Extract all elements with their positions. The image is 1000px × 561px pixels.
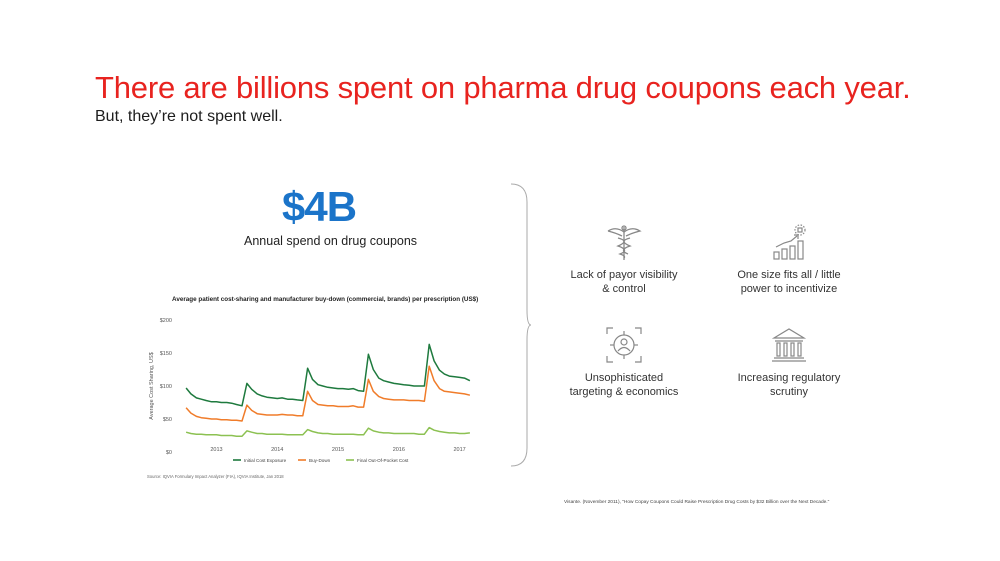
x-tick-label: 2015	[332, 447, 344, 453]
feature-label: Unsophisticated targeting & economics	[569, 372, 679, 398]
legend-label: Final Out-Of-Pocket Cost	[357, 458, 409, 463]
legend-label: Buy-Down	[309, 458, 331, 463]
y-axis-label: Average Cost Sharing, US$	[149, 352, 155, 419]
courthouse-icon	[771, 328, 807, 362]
footnote: Visante. (November 2011), "How Copay Cou…	[564, 500, 830, 505]
x-tick-label: 2017	[453, 447, 465, 453]
feature-one-size: One size fits all / little power to ince…	[709, 222, 869, 296]
caduceus-icon	[607, 225, 642, 260]
cost-sharing-chart: Average Cost Sharing, US$ $0 $50 $100 $150 $2…	[149, 318, 471, 463]
brace-divider	[510, 183, 532, 467]
legend-label: Initial Cost Exposure	[244, 458, 287, 463]
feature-payor-visibility: Lack of payor visibility & control	[544, 222, 704, 296]
feature-label: Increasing regulatory scrutiny	[737, 372, 841, 398]
feature-label: Lack of payor visibility & control	[570, 269, 678, 295]
stat-label: Annual spend on drug coupons	[244, 234, 418, 248]
y-tick-label: $100	[160, 384, 172, 390]
x-tick-label: 2016	[393, 447, 405, 453]
series-line	[185, 365, 471, 422]
feature-targeting: Unsophisticated targeting & economics	[544, 325, 704, 399]
chart-title: Average patient cost-sharing and manufac…	[172, 296, 479, 303]
y-tick-label: $50	[163, 417, 172, 423]
series-line	[185, 343, 471, 407]
y-tick-label: $150	[160, 351, 172, 357]
x-tick-label: 2014	[271, 447, 283, 453]
target-person-icon	[606, 327, 642, 363]
growth-chart-icon	[773, 224, 806, 260]
chart-source: Source: IQVIA Formulary Impact Analyzer …	[147, 474, 284, 479]
x-tick-label: 2013	[210, 447, 222, 453]
feature-label: One size fits all / little power to ince…	[737, 269, 841, 295]
page-title: There are billions spent on pharma drug …	[95, 70, 911, 105]
feature-regulatory: Increasing regulatory scrutiny	[709, 325, 869, 399]
y-tick-label: $200	[160, 318, 172, 324]
y-tick-label: $0	[166, 450, 172, 456]
stat-value: $4B	[282, 183, 357, 230]
page-subtitle: But, they’re not spent well.	[95, 108, 283, 125]
series-line	[185, 426, 470, 437]
